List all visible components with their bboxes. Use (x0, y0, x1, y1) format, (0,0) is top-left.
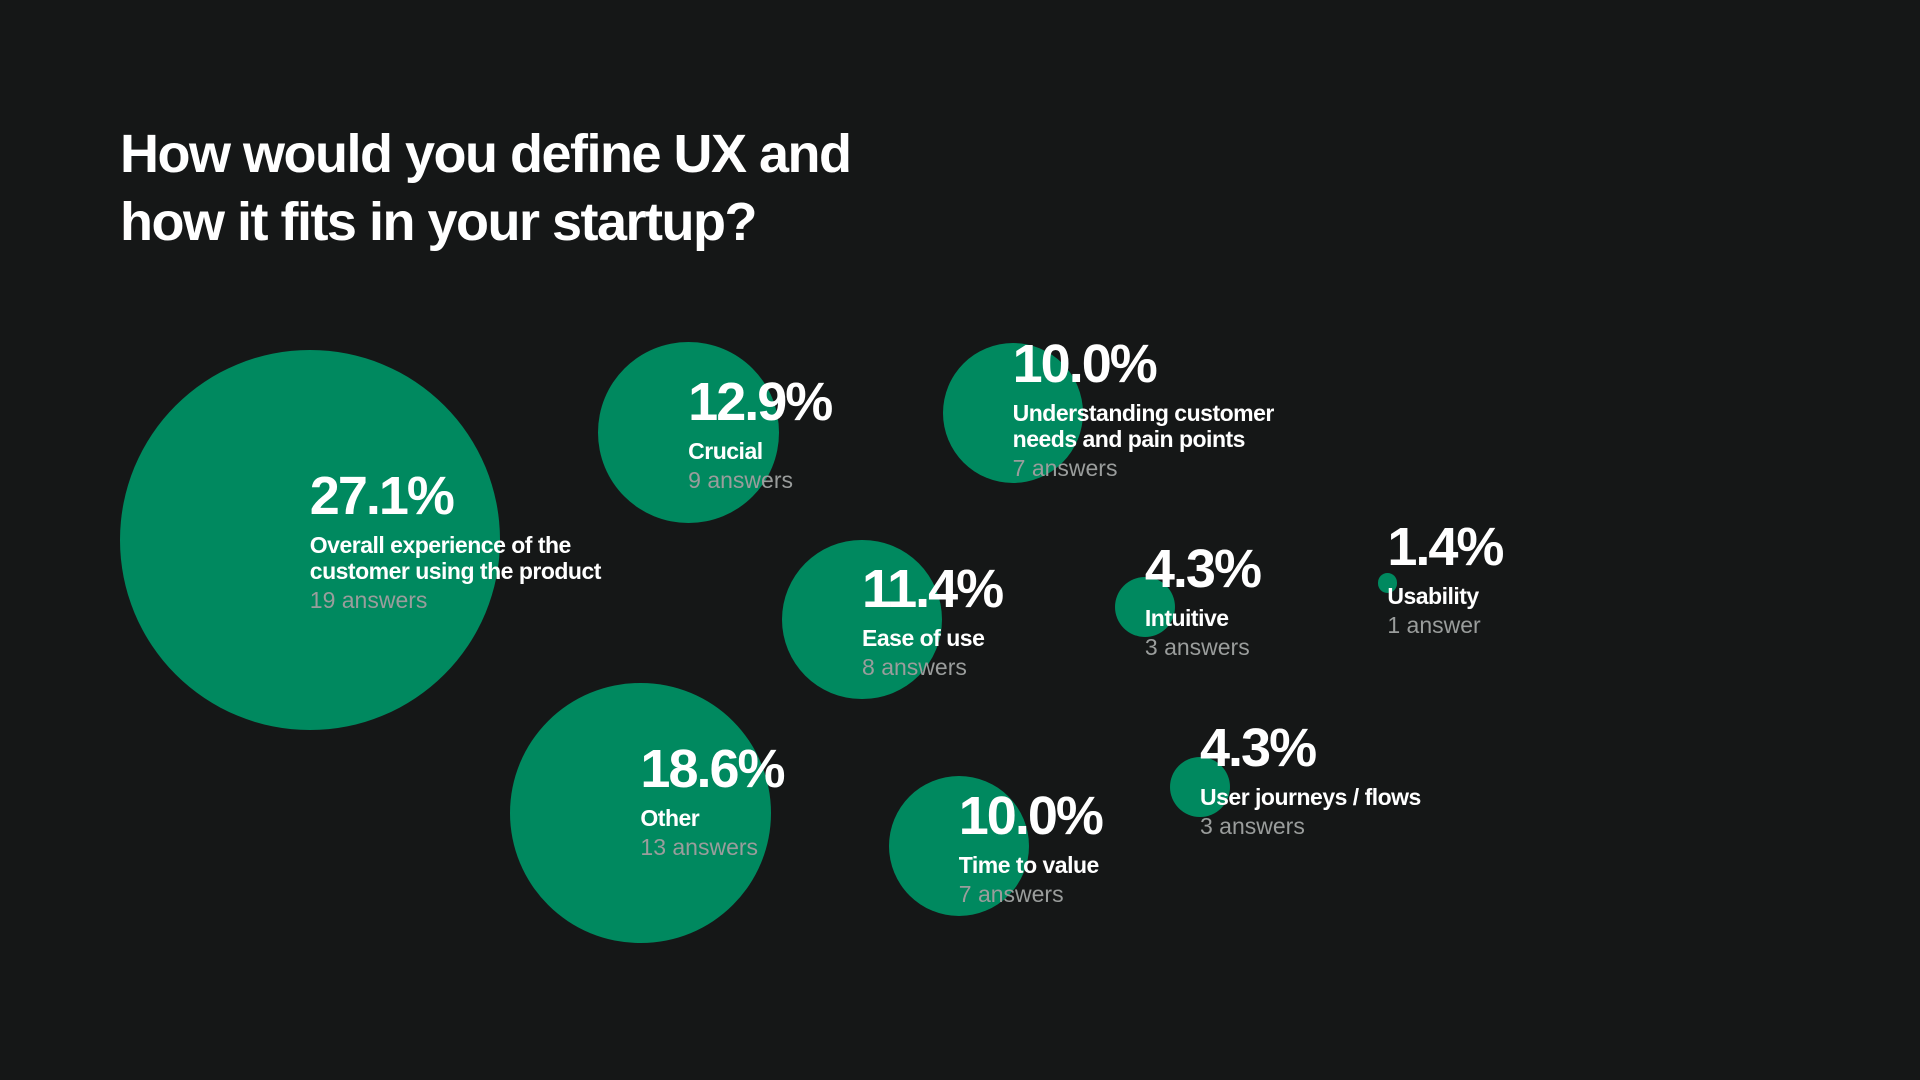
value-label: 27.1% (309, 465, 455, 526)
value-label: 4.3% (1200, 718, 1317, 779)
bubble (1377, 573, 1398, 593)
value-label: 18.6% (640, 738, 785, 799)
category-label: Understanding customer needs and pain po… (1012, 399, 1275, 452)
value-label: 4.3% (1144, 539, 1262, 600)
bubble (888, 776, 1029, 917)
value-label: 10.0% (958, 785, 1104, 846)
category-label: Usability (1387, 583, 1479, 610)
value-label: 1.4% (1387, 517, 1504, 578)
bubble-label: 4.3% User journeys / flows 3 answers (1200, 719, 1510, 839)
category-label: Intuitive (1144, 605, 1229, 632)
bubble (597, 341, 779, 523)
bubble-label: 10.0% Understanding customer needs and pa… (1013, 335, 1323, 481)
bubble-label: 10.0% Time to value 7 answers (959, 787, 1269, 907)
bubble (1114, 577, 1175, 638)
value-label: 12.9% (688, 371, 833, 432)
answer-count: 19 answers (309, 586, 428, 613)
answer-count: 9 answers (688, 466, 793, 493)
category-label: User journeys / flows (1200, 784, 1421, 811)
value-label: 10.0% (1012, 333, 1158, 394)
answer-count: 3 answers (1144, 634, 1250, 661)
answer-count: 3 answers (1200, 813, 1305, 840)
bubble-label: 4.3% Intuitive 3 answers (1145, 540, 1455, 660)
answer-count: 7 answers (958, 880, 1064, 907)
bubble (510, 682, 771, 944)
bubble-label: 1.4% Usability 1 answer (1387, 518, 1697, 638)
chart-title: How would you define UX and how it fits … (120, 124, 852, 252)
answer-count: 7 answers (1012, 454, 1118, 481)
bubble-label: 18.6% Other 13 answers (640, 740, 950, 860)
bubble-label: 12.9% Crucial 9 answers (688, 373, 998, 493)
bubble (942, 342, 1083, 483)
bubble-label: 27.1% Overall experience of the customer … (310, 467, 620, 613)
answer-count: 13 answers (640, 833, 759, 860)
category-label: Crucial (688, 437, 763, 464)
answer-count: 8 answers (862, 653, 967, 680)
bubble (782, 539, 942, 700)
bubble-label: 11.4% Ease of use 8 answers (862, 560, 1172, 680)
category-label: Other (640, 804, 700, 831)
category-label: Time to value (958, 851, 1100, 878)
value-label: 11.4% (862, 558, 1004, 619)
bubble (119, 350, 500, 730)
category-label: Ease of use (862, 624, 985, 651)
category-label: Overall experience of the customer using… (309, 531, 602, 584)
bubble (1169, 757, 1231, 818)
answer-count: 1 answer (1387, 612, 1481, 639)
